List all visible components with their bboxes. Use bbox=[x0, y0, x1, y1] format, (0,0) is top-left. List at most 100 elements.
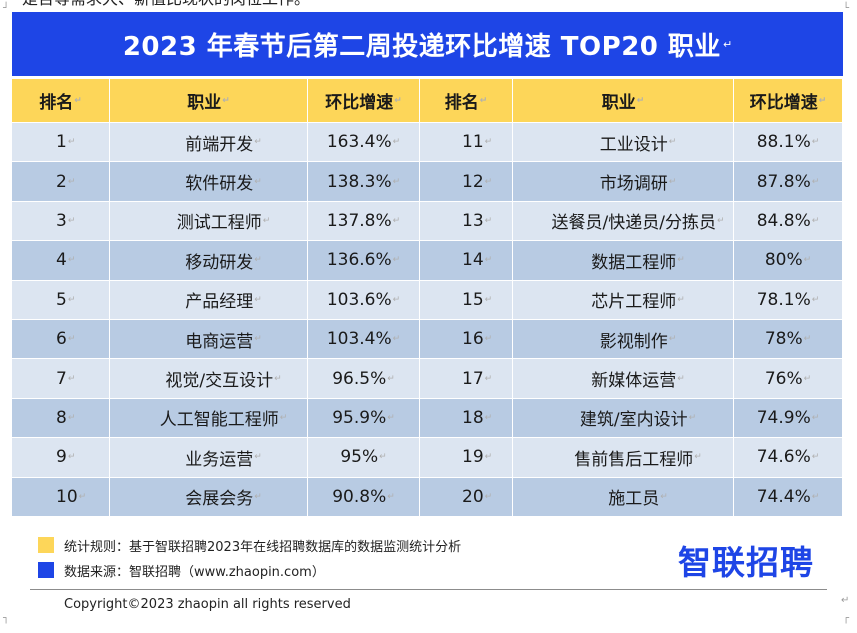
rank-cell-text: 13 bbox=[462, 210, 484, 231]
paragraph-mark: ↵ bbox=[811, 452, 820, 463]
paragraph-mark: ↵ bbox=[688, 412, 697, 423]
paragraph-mark: ↵ bbox=[677, 294, 685, 305]
rate-cell: 90.8% ↵ bbox=[308, 477, 420, 517]
rate-cell: 137.8% ↵ bbox=[308, 201, 420, 242]
job-cell: 测试工程师 ↵ bbox=[110, 201, 308, 242]
job-cell-text: 送餐员/快递员/分拣员 bbox=[551, 213, 716, 234]
job-cell-text: 视觉/交互设计 bbox=[165, 371, 274, 392]
rank-cell-text: 20 bbox=[462, 486, 484, 507]
brand-logo: 智联招聘 bbox=[678, 543, 814, 582]
rank-cell-text: 3 bbox=[56, 210, 67, 231]
rate-cell-text: 80% bbox=[764, 250, 803, 271]
rate-cell: 80% ↵ bbox=[734, 241, 843, 281]
job-cell: 视觉/交互设计 ↵ bbox=[110, 359, 308, 399]
paragraph-mark: ↵ bbox=[722, 37, 733, 51]
rate-cell-text: 103.4% bbox=[326, 329, 392, 350]
job-cell: 施工员 ↵ bbox=[513, 477, 734, 517]
rate-cell: 88.1% ↵ bbox=[734, 123, 843, 163]
rank-cell-text: 7 bbox=[56, 368, 67, 389]
paragraph-mark: ↵ bbox=[67, 176, 76, 187]
job-cell-text: 工业设计 bbox=[599, 134, 668, 155]
rank-cell: 10 ↵ bbox=[12, 477, 110, 517]
rate-cell-text: 84.8% bbox=[756, 210, 811, 231]
rate-cell-text: 74.9% bbox=[756, 407, 811, 428]
header-job: 职业 ↵ bbox=[110, 79, 308, 123]
rank-cell: 16 ↵ bbox=[420, 319, 513, 360]
paragraph-mark: ↵ bbox=[262, 215, 271, 226]
paragraph-mark: ↵ bbox=[254, 452, 262, 463]
legend-text-rule: 统计规则：基于智联招聘2023年在线招聘数据库的数据监测统计分析 bbox=[64, 539, 462, 555]
rank-cell-text: 19 bbox=[462, 447, 484, 468]
rate-cell-text: 88.1% bbox=[756, 132, 811, 153]
paragraph-mark: ↵ bbox=[484, 255, 493, 266]
rank-cell-text: 15 bbox=[462, 289, 484, 310]
ranking-table: 排名 ↵ 职业 ↵ 环比增速 ↵ 排名 ↵ 职业 ↵ 环比增速 ↵ 1 ↵ 前端开发 ↵ 163.4% ↵ 11 ↵ 工… bbox=[12, 79, 843, 517]
paragraph-mark: ↵ bbox=[818, 95, 827, 106]
job-cell-text: 人工智能工程师 bbox=[159, 410, 279, 431]
paragraph-mark: ↵ bbox=[392, 215, 401, 226]
header-rank-text: 排名 bbox=[39, 93, 74, 113]
paragraph-mark: ↵ bbox=[811, 215, 820, 226]
job-cell: 芯片工程师 ↵ bbox=[513, 280, 734, 320]
job-cell: 售前售后工程师 ↵ bbox=[513, 438, 734, 478]
paragraph-mark: ↵ bbox=[67, 334, 76, 345]
header-rank-text: 排名 bbox=[444, 93, 479, 113]
blue-swatch bbox=[38, 562, 54, 578]
paragraph-mark: ↵ bbox=[484, 334, 493, 345]
paragraph-mark: ↵ bbox=[668, 137, 677, 148]
job-cell: 移动研发 ↵ bbox=[110, 241, 308, 281]
job-cell-text: 影视制作 bbox=[599, 331, 668, 352]
rate-cell-text: 138.3% bbox=[326, 171, 392, 192]
paragraph-mark: ↵ bbox=[668, 176, 677, 187]
paragraph-mark: ↵ bbox=[279, 412, 288, 423]
corner-mark: ┘ bbox=[3, 3, 10, 14]
rank-cell: 6 ↵ bbox=[12, 319, 110, 360]
paragraph-mark: ↵ bbox=[668, 334, 677, 345]
rank-cell: 1 ↵ bbox=[12, 123, 110, 163]
rate-cell: 95% ↵ bbox=[308, 438, 420, 478]
rank-cell-text: 12 bbox=[462, 171, 484, 192]
job-cell: 送餐员/快递员/分拣员 ↵ bbox=[513, 201, 734, 242]
rate-cell: 74.6% ↵ bbox=[734, 438, 843, 478]
rank-cell: 7 ↵ bbox=[12, 359, 110, 399]
paragraph-mark: ↵ bbox=[222, 95, 230, 106]
rate-cell: 84.8% ↵ bbox=[734, 201, 843, 242]
title-banner: 2023 年春节后第二周投递环比增速 TOP20 职业 ↵ bbox=[12, 12, 843, 76]
rank-cell: 15 ↵ bbox=[420, 280, 513, 320]
paragraph-mark: ↵ bbox=[379, 452, 387, 463]
job-cell: 电商运营 ↵ bbox=[110, 319, 308, 360]
rate-cell: 136.6% ↵ bbox=[308, 241, 420, 281]
rank-cell-text: 10 bbox=[56, 486, 78, 507]
job-cell-text: 电商运营 bbox=[185, 331, 254, 352]
rate-cell: 95.9% ↵ bbox=[308, 398, 420, 439]
header-rank: 排名 ↵ bbox=[420, 79, 513, 123]
header-job-text: 职业 bbox=[187, 93, 222, 113]
job-cell: 会展会务 ↵ bbox=[110, 477, 308, 517]
rate-cell-text: 87.8% bbox=[756, 171, 811, 192]
job-cell: 新媒体运营 ↵ bbox=[513, 359, 734, 399]
paragraph-mark: ↵ bbox=[254, 491, 262, 502]
job-cell-text: 业务运营 bbox=[185, 449, 254, 470]
job-cell: 产品经理 ↵ bbox=[110, 280, 308, 320]
legend: 统计规则：基于智联招聘2023年在线招聘数据库的数据监测统计分析 数据来源：智联… bbox=[38, 534, 461, 584]
rate-cell-text: 90.8% bbox=[332, 486, 387, 507]
header-rate-text: 环比增速 bbox=[325, 93, 394, 113]
job-cell-text: 新媒体运营 bbox=[591, 371, 677, 392]
paragraph-mark: ↵ bbox=[841, 595, 850, 606]
paragraph-mark: ↵ bbox=[811, 294, 820, 305]
paragraph-mark: ↵ bbox=[254, 255, 262, 266]
header-job-text: 职业 bbox=[601, 93, 636, 113]
paragraph-mark: ↵ bbox=[677, 373, 685, 384]
paragraph-mark: ↵ bbox=[67, 412, 76, 423]
paragraph-mark: ↵ bbox=[254, 294, 262, 305]
rank-cell: 17 ↵ bbox=[420, 359, 513, 399]
corner-mark: ┌ bbox=[843, 613, 850, 624]
rank-cell: 20 ↵ bbox=[420, 477, 513, 517]
rank-cell: 13 ↵ bbox=[420, 201, 513, 242]
job-cell: 软件研发 ↵ bbox=[110, 162, 308, 202]
header-rate-text: 环比增速 bbox=[749, 93, 818, 113]
copyright-text: Copyright©2023 zhaopin all rights reserv… bbox=[64, 597, 351, 612]
rank-cell-text: 5 bbox=[56, 289, 67, 310]
page-title: 2023 年春节后第二周投递环比增速 TOP20 职业 bbox=[122, 31, 721, 62]
rate-cell: 78% ↵ bbox=[734, 319, 843, 360]
